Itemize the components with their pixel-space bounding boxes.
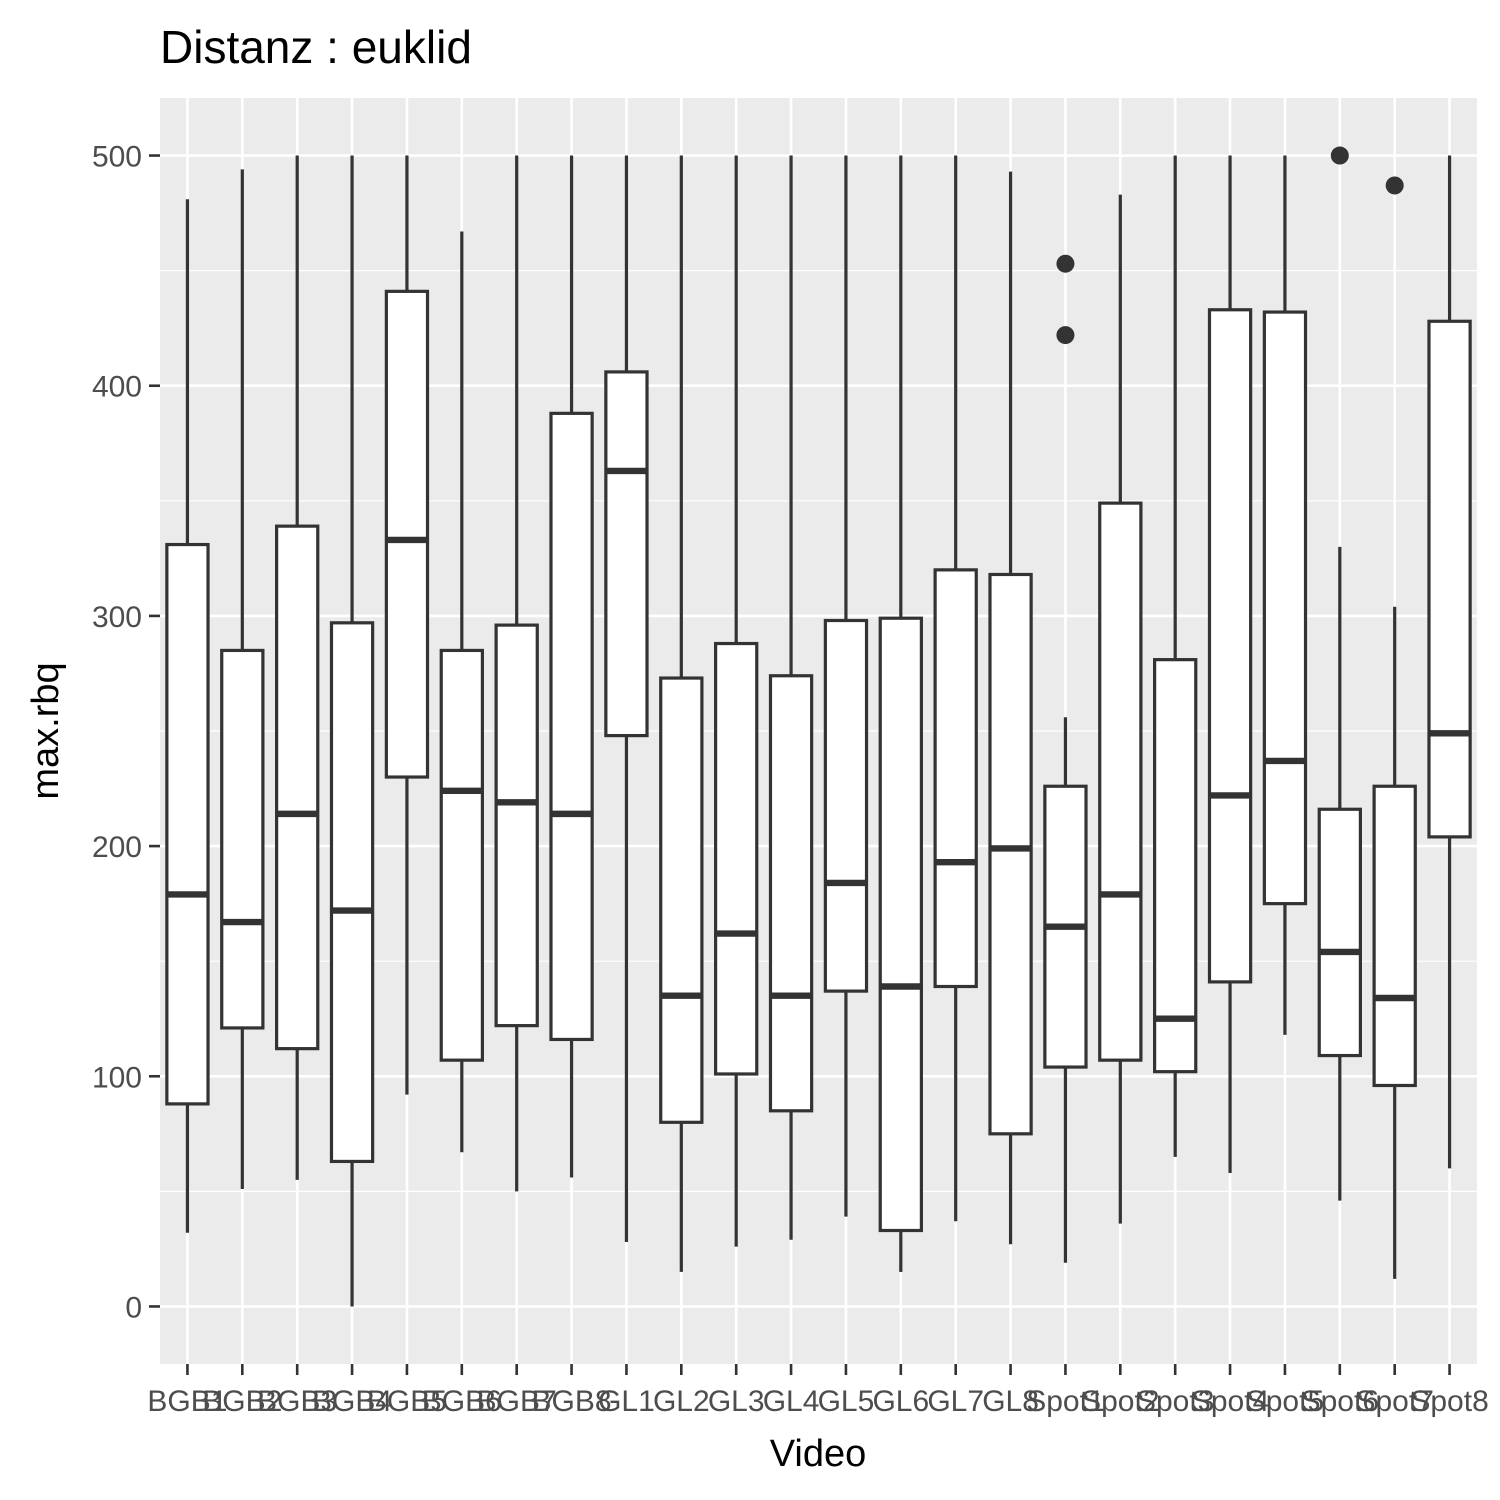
- x-tick-label: GL4: [763, 1385, 820, 1418]
- x-tick-label: GL5: [818, 1385, 875, 1418]
- box: [1207, 308, 1253, 984]
- x-tick-label: BGB6: [422, 1385, 502, 1418]
- x-axis-title: Video: [770, 1433, 867, 1475]
- x-tick-label: GL7: [927, 1385, 984, 1418]
- x-tick-label: Spot7: [1355, 1385, 1433, 1418]
- x-tick-label: GL6: [872, 1385, 929, 1418]
- box: [768, 674, 814, 1113]
- x-tick-label: GL3: [708, 1385, 765, 1418]
- box: [494, 623, 539, 1028]
- x-tick-label: GL2: [653, 1385, 710, 1418]
- y-axis-ticks: 0 100 200 300 400 500: [92, 141, 160, 1324]
- x-tick-label: BGB7: [477, 1385, 557, 1418]
- grid-minor: [160, 270, 1477, 1192]
- x-tick-label: BGB4: [312, 1385, 392, 1418]
- boxes: [165, 289, 1472, 1233]
- y-axis-title: max.rbq: [25, 662, 67, 799]
- box: [988, 572, 1033, 1136]
- x-tick-label: BGB8: [532, 1385, 612, 1418]
- chart-title: Distanz : euklid: [160, 21, 472, 73]
- box: [1153, 658, 1198, 1074]
- x-tick-label: Spot8: [1410, 1385, 1488, 1418]
- y-tick-label: 500: [92, 141, 142, 174]
- x-tick-label: BGB5: [367, 1385, 447, 1418]
- x-tick-label: Spot3: [1136, 1385, 1214, 1418]
- box: [1262, 310, 1308, 906]
- outliers: [1056, 146, 1404, 345]
- x-axis-ticks: BGB1BGB2BGB3BGB4BGB5BGB6BGB7BGB8GL1GL2GL…: [147, 1364, 1489, 1418]
- outlier-point: [1056, 254, 1075, 273]
- box: [714, 641, 759, 1076]
- x-tick-label: Spot2: [1081, 1385, 1159, 1418]
- outlier-point: [1330, 146, 1349, 165]
- box: [1317, 807, 1362, 1058]
- outlier-point: [1056, 326, 1075, 345]
- box: [220, 648, 265, 1030]
- y-tick-label: 400: [92, 371, 142, 404]
- box: [384, 289, 430, 779]
- x-tick-label: Spot5: [1246, 1385, 1324, 1418]
- x-tick-label: BGB2: [202, 1385, 282, 1418]
- box: [878, 616, 923, 1233]
- box: [604, 370, 649, 738]
- x-tick-label: Spot4: [1191, 1385, 1269, 1418]
- x-tick-label: GL8: [982, 1385, 1039, 1418]
- medians: [166, 467, 1471, 1022]
- box: [549, 411, 594, 1042]
- x-tick-label: BGB3: [257, 1385, 337, 1418]
- box: [1098, 501, 1143, 1062]
- whiskers: [185, 155, 1452, 1307]
- box: [439, 648, 484, 1062]
- y-tick-label: 200: [92, 831, 142, 864]
- x-tick-label: GL1: [598, 1385, 655, 1418]
- y-tick-label: 100: [92, 1061, 142, 1094]
- box: [275, 524, 320, 1051]
- y-tick-label: 300: [92, 601, 142, 634]
- x-tick-label: Spot6: [1301, 1385, 1379, 1418]
- x-tick-label: Spot1: [1026, 1385, 1104, 1418]
- box: [933, 568, 978, 989]
- box: [1427, 319, 1472, 839]
- box: [1372, 784, 1417, 1088]
- outlier-point: [1385, 176, 1404, 195]
- box: [823, 618, 869, 993]
- y-tick-label: 0: [125, 1291, 142, 1324]
- box: [165, 542, 210, 1106]
- box: [329, 621, 375, 1164]
- x-tick-label: BGB1: [147, 1385, 227, 1418]
- box: [659, 676, 704, 1124]
